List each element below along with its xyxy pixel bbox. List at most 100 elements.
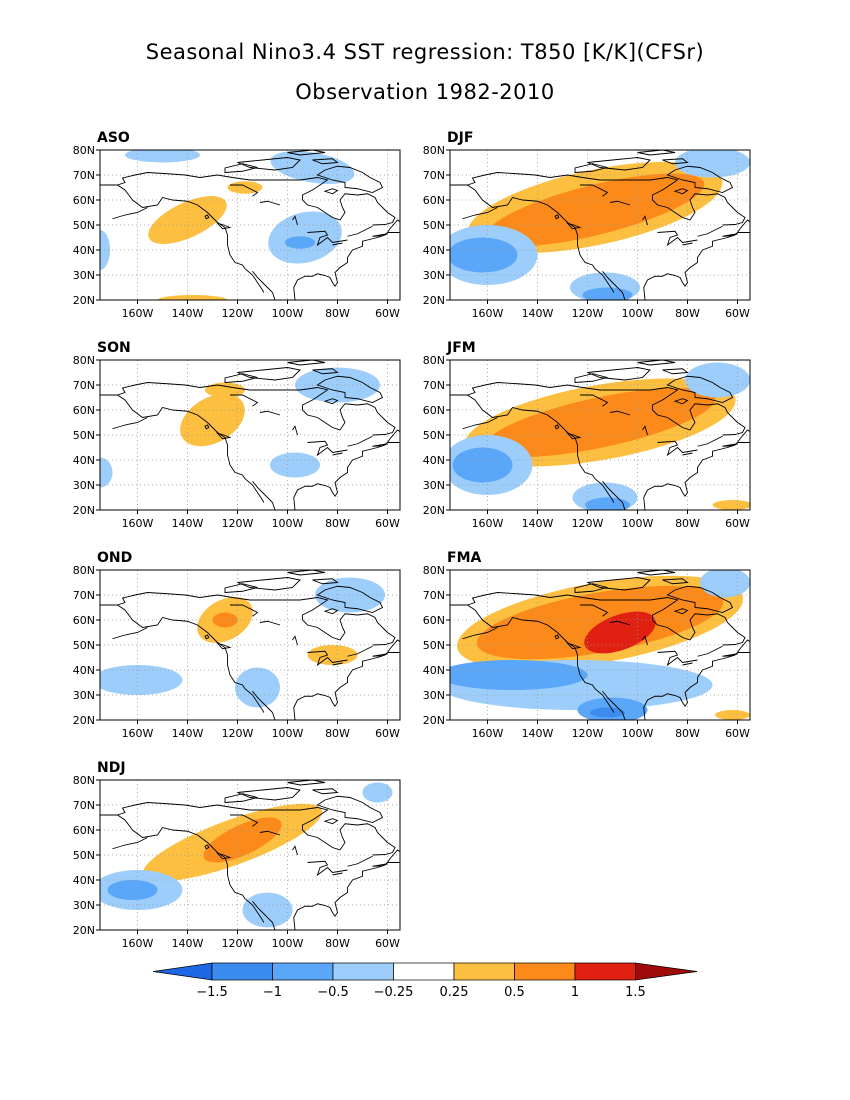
lat-tick-label: 50N <box>73 219 95 232</box>
anomaly-contour <box>700 570 750 598</box>
lat-tick-label: 30N <box>423 479 445 492</box>
anomaly-contour <box>452 447 513 483</box>
anomaly-shading <box>450 570 750 720</box>
colorbar-label: 1 <box>571 985 579 1000</box>
lat-tick-label: 40N <box>73 664 95 677</box>
colorbar-cell <box>514 962 576 981</box>
lon-tick-label: 140W <box>522 727 554 740</box>
anomaly-contour <box>362 782 393 803</box>
lon-tick-label: 80W <box>325 307 350 320</box>
lon-tick-label: 80W <box>675 727 700 740</box>
coastlines <box>100 570 400 720</box>
lat-tick-label: 30N <box>423 689 445 702</box>
season-label: FMA <box>447 550 481 566</box>
lat-tick-label: 80N <box>73 564 95 577</box>
anomaly-shading <box>100 577 385 708</box>
anomaly-contour <box>485 173 705 247</box>
lon-tick-label: 60W <box>725 727 750 740</box>
lon-tick-label: 160W <box>122 307 154 320</box>
graticule <box>100 150 400 300</box>
anomaly-contour <box>203 817 282 863</box>
lat-tick-label: 80N <box>423 564 445 577</box>
lon-tick-label: 80W <box>675 517 700 530</box>
coastlines <box>100 150 400 300</box>
season-label: DJF <box>447 130 473 146</box>
lon-tick-label: 120W <box>572 517 604 530</box>
lat-tick-label: 70N <box>73 379 95 392</box>
map-panel-ond: 80N 70N 60N 50N 40N 30N 20N 160W 140W 120W 100W 80W… <box>73 550 401 740</box>
coastlines <box>450 150 750 300</box>
map-panel-ndj: 80N 70N 60N 50N 40N 30N 20N 160W 140W 120W 100W 80W… <box>73 760 401 950</box>
anomaly-contour <box>450 237 518 273</box>
lat-tick-label: 80N <box>423 144 445 157</box>
colorbar-label: 0.25 <box>440 985 469 1000</box>
colorbar-label: −0.5 <box>317 985 349 1000</box>
lat-tick-label: 40N <box>73 874 95 887</box>
anomaly-contour <box>180 393 245 447</box>
lon-tick-label: 60W <box>375 727 400 740</box>
lon-tick-label: 140W <box>172 307 204 320</box>
graticule <box>450 570 750 720</box>
lat-tick-label: 60N <box>73 194 95 207</box>
lat-tick-label: 20N <box>423 294 445 307</box>
lon-tick-label: 80W <box>325 937 350 950</box>
anomaly-contour <box>675 150 750 178</box>
lat-tick-label: 60N <box>423 614 445 627</box>
colorbar-label: 1.5 <box>625 985 646 1000</box>
figure-title: Seasonal Nino3.4 SST regression: T850 [K… <box>145 40 705 64</box>
anomaly-contour <box>270 452 320 478</box>
colorbar-label: −1.5 <box>196 985 228 1000</box>
colorbar-label: −0.25 <box>374 985 414 1000</box>
lat-tick-label: 20N <box>73 714 95 727</box>
colorbar-cell <box>272 962 334 981</box>
anomaly-contour <box>450 660 588 690</box>
season-label: SON <box>97 340 131 356</box>
lon-tick-label: 120W <box>572 307 604 320</box>
season-label: OND <box>97 550 132 566</box>
lon-tick-label: 100W <box>622 517 654 530</box>
lon-tick-label: 100W <box>272 307 304 320</box>
lat-tick-label: 70N <box>73 589 95 602</box>
anomaly-contour <box>476 585 724 660</box>
lat-tick-label: 70N <box>73 799 95 812</box>
lat-tick-label: 70N <box>423 379 445 392</box>
coastlines <box>100 360 400 510</box>
anomaly-contour <box>100 457 113 488</box>
lat-tick-label: 40N <box>73 454 95 467</box>
lon-tick-label: 160W <box>122 727 154 740</box>
colorbar-cell <box>393 962 455 981</box>
lat-tick-label: 60N <box>423 194 445 207</box>
lat-tick-label: 50N <box>423 639 445 652</box>
lon-tick-label: 100W <box>272 517 304 530</box>
lat-tick-label: 60N <box>73 404 95 417</box>
lon-tick-label: 140W <box>522 517 554 530</box>
colorbar-cell <box>574 962 636 981</box>
season-label: JFM <box>446 340 476 356</box>
anomaly-contour <box>100 665 183 695</box>
lon-tick-label: 120W <box>572 727 604 740</box>
lat-tick-label: 50N <box>423 429 445 442</box>
colorbar-label: 0.5 <box>504 985 525 1000</box>
anomaly-contour <box>125 150 200 163</box>
lat-tick-label: 20N <box>423 714 445 727</box>
lon-tick-label: 140W <box>172 937 204 950</box>
lon-tick-label: 80W <box>675 307 700 320</box>
lat-tick-label: 40N <box>423 244 445 257</box>
lat-tick-label: 70N <box>73 169 95 182</box>
lon-tick-label: 120W <box>222 727 254 740</box>
figure-subtitle: Observation 1982-2010 <box>295 80 555 104</box>
anomaly-contour <box>484 387 716 458</box>
lon-tick-label: 60W <box>725 307 750 320</box>
lon-tick-label: 140W <box>172 727 204 740</box>
lat-tick-label: 40N <box>423 664 445 677</box>
anomaly-contour <box>590 707 625 718</box>
colorbar-cell <box>453 962 515 981</box>
lat-tick-label: 50N <box>73 849 95 862</box>
colorbar-label: −1 <box>263 985 282 1000</box>
coastlines <box>450 570 750 720</box>
map-panel-djf: 80N 70N 60N 50N 40N 30N 20N 160W 140W 120W 100W 80W… <box>423 130 751 320</box>
lon-tick-label: 60W <box>725 517 750 530</box>
anomaly-contour <box>107 880 158 900</box>
anomaly-contour <box>585 497 630 510</box>
